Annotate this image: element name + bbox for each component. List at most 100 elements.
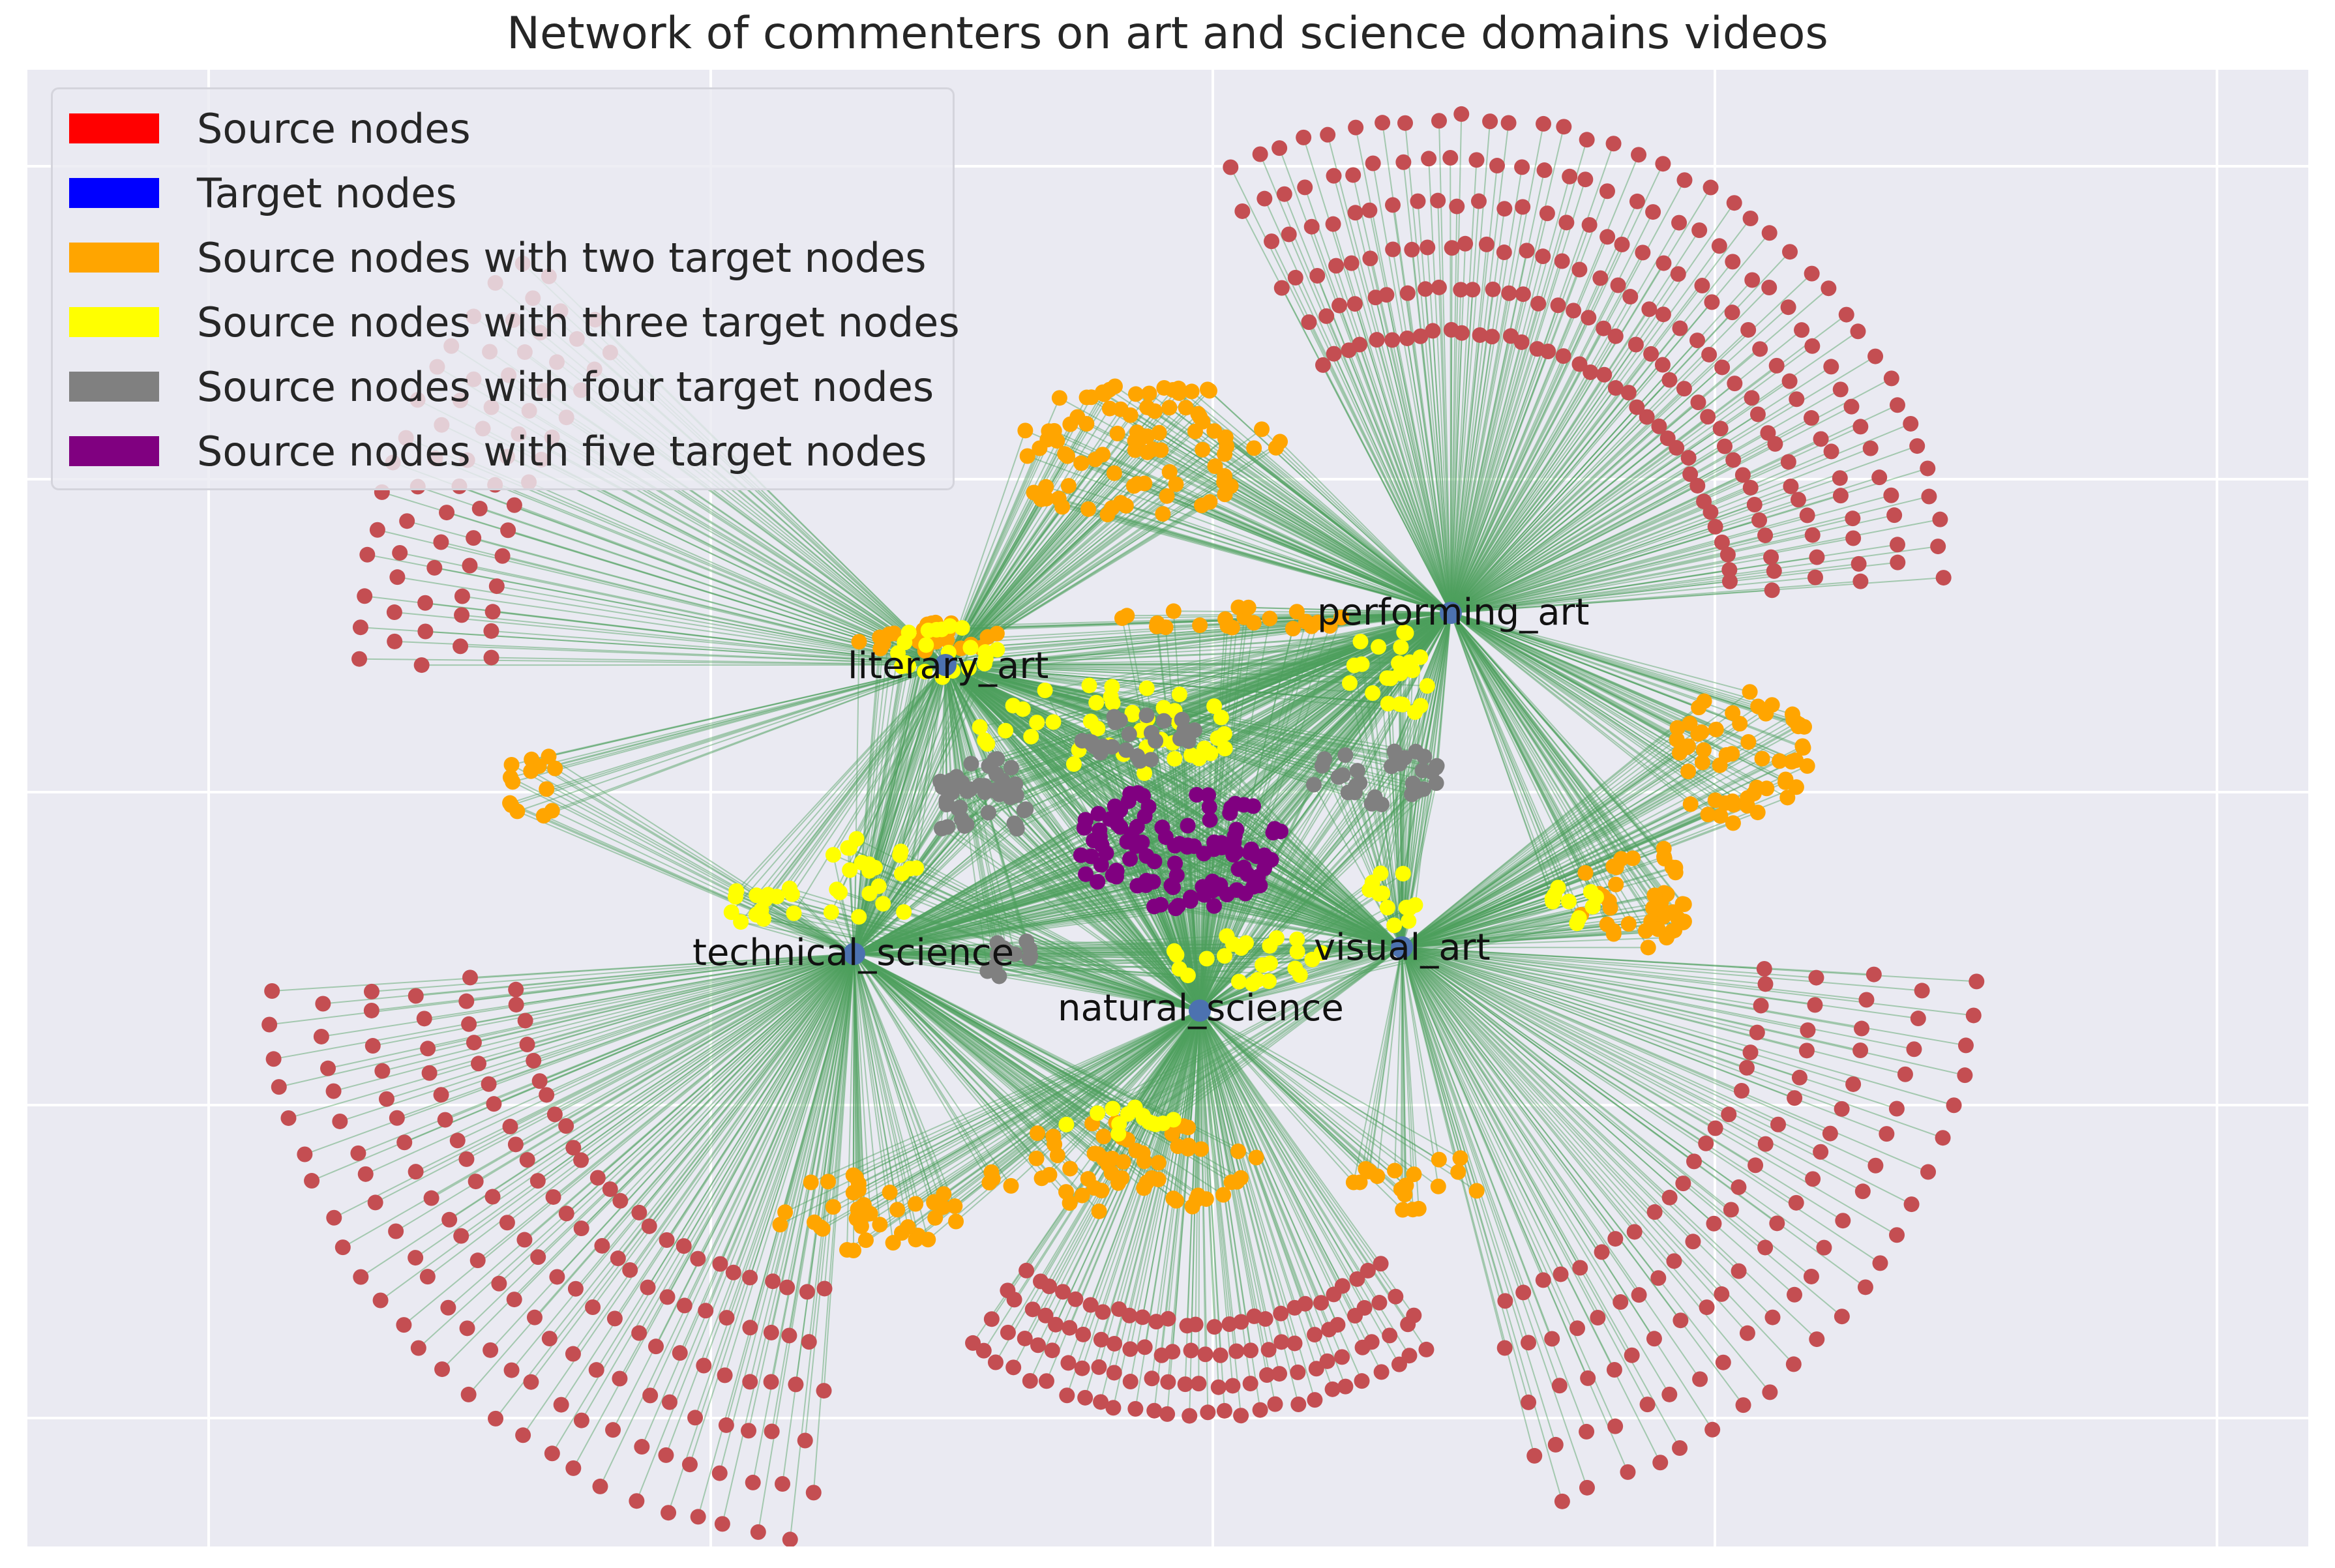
source-node [1349, 1271, 1365, 1287]
edge [900, 664, 946, 874]
source-node [1606, 1361, 1622, 1378]
source-node [1890, 554, 1906, 570]
edge [566, 953, 855, 1215]
edge [854, 652, 949, 954]
source-node [1544, 1331, 1560, 1347]
edge [854, 641, 925, 954]
source-node [1453, 325, 1470, 341]
edge [903, 911, 1200, 1011]
edge [1163, 513, 1451, 614]
edge [1450, 364, 1663, 614]
source-node [1230, 599, 1247, 615]
source-node [1921, 488, 1937, 505]
source-node [573, 1220, 589, 1237]
edge [945, 664, 1175, 712]
edge [1401, 900, 1553, 948]
edge [1450, 561, 1898, 614]
edge [995, 789, 1200, 1011]
edge [507, 456, 946, 666]
edge [945, 664, 1436, 769]
edge [854, 810, 1025, 954]
source-node [526, 1309, 543, 1325]
edge [1450, 355, 1876, 614]
source-node [1614, 236, 1630, 252]
source-node [1748, 1157, 1764, 1174]
source-node [1682, 796, 1699, 812]
source-node [1301, 314, 1317, 331]
edge [1210, 819, 1403, 948]
edge [945, 664, 951, 781]
source-node [938, 793, 955, 809]
edge [1450, 261, 1563, 614]
edge [1450, 612, 1688, 748]
edge [1450, 612, 1580, 919]
edge [740, 664, 946, 923]
source-node [1345, 1174, 1361, 1191]
edge [552, 810, 855, 954]
edge [767, 894, 855, 954]
edge [1401, 758, 1763, 948]
edge [846, 953, 855, 1250]
source-node [506, 1292, 522, 1308]
edge [473, 537, 946, 666]
source-node [1749, 406, 1766, 422]
edge [1194, 730, 1403, 948]
edge [1401, 947, 1659, 1279]
edge [1199, 889, 1370, 1011]
legend-label: Source nodes with two target nodes [197, 233, 927, 282]
edge [1401, 947, 1722, 1295]
source-node [1093, 1394, 1109, 1410]
source-node [502, 769, 518, 786]
edge [502, 555, 946, 666]
source-node [764, 1423, 780, 1440]
edge [1167, 1010, 1200, 1319]
edge [945, 421, 1204, 666]
source-node [1910, 1011, 1926, 1027]
edge [1401, 761, 1792, 948]
edge [897, 1010, 1200, 1211]
edge [792, 893, 855, 954]
edge [1009, 797, 1200, 1011]
edge [1125, 505, 1451, 614]
edge [1401, 895, 1555, 948]
edge [959, 612, 1451, 808]
source-node [661, 1394, 677, 1410]
edge [1127, 1010, 1200, 1115]
edge [854, 648, 962, 954]
edge [1279, 441, 1451, 614]
source-node [605, 1422, 621, 1438]
source-node [1496, 244, 1512, 261]
source-node [1560, 893, 1577, 910]
source-node [332, 1113, 348, 1129]
edge [1401, 947, 1800, 1078]
source-node [1457, 235, 1474, 252]
edge [763, 918, 1200, 1011]
source-node [1272, 434, 1288, 450]
source-node [1347, 1308, 1363, 1324]
edge [510, 664, 946, 778]
edge [1288, 234, 1451, 614]
source-node [1352, 634, 1369, 650]
edge [856, 1010, 1200, 1219]
edge [1450, 236, 1609, 614]
edge [1181, 718, 1403, 948]
edge [1160, 449, 1451, 614]
edge [516, 664, 946, 812]
source-node [494, 548, 511, 564]
legend-entry: Target nodes [69, 160, 457, 226]
source-node [530, 1249, 546, 1265]
edge [1401, 947, 1414, 1210]
source-node [1369, 332, 1385, 348]
edge [1073, 612, 1451, 765]
edge [1450, 612, 1665, 857]
edge [619, 953, 855, 1202]
source-node [825, 847, 841, 863]
source-node [1883, 370, 1899, 387]
source-node [517, 1013, 533, 1029]
source-node [1707, 1120, 1723, 1136]
edge [1450, 296, 1631, 614]
edge [1450, 474, 1744, 614]
edge [655, 953, 855, 1347]
edge [1199, 900, 1553, 1011]
source-node [1661, 1386, 1678, 1402]
